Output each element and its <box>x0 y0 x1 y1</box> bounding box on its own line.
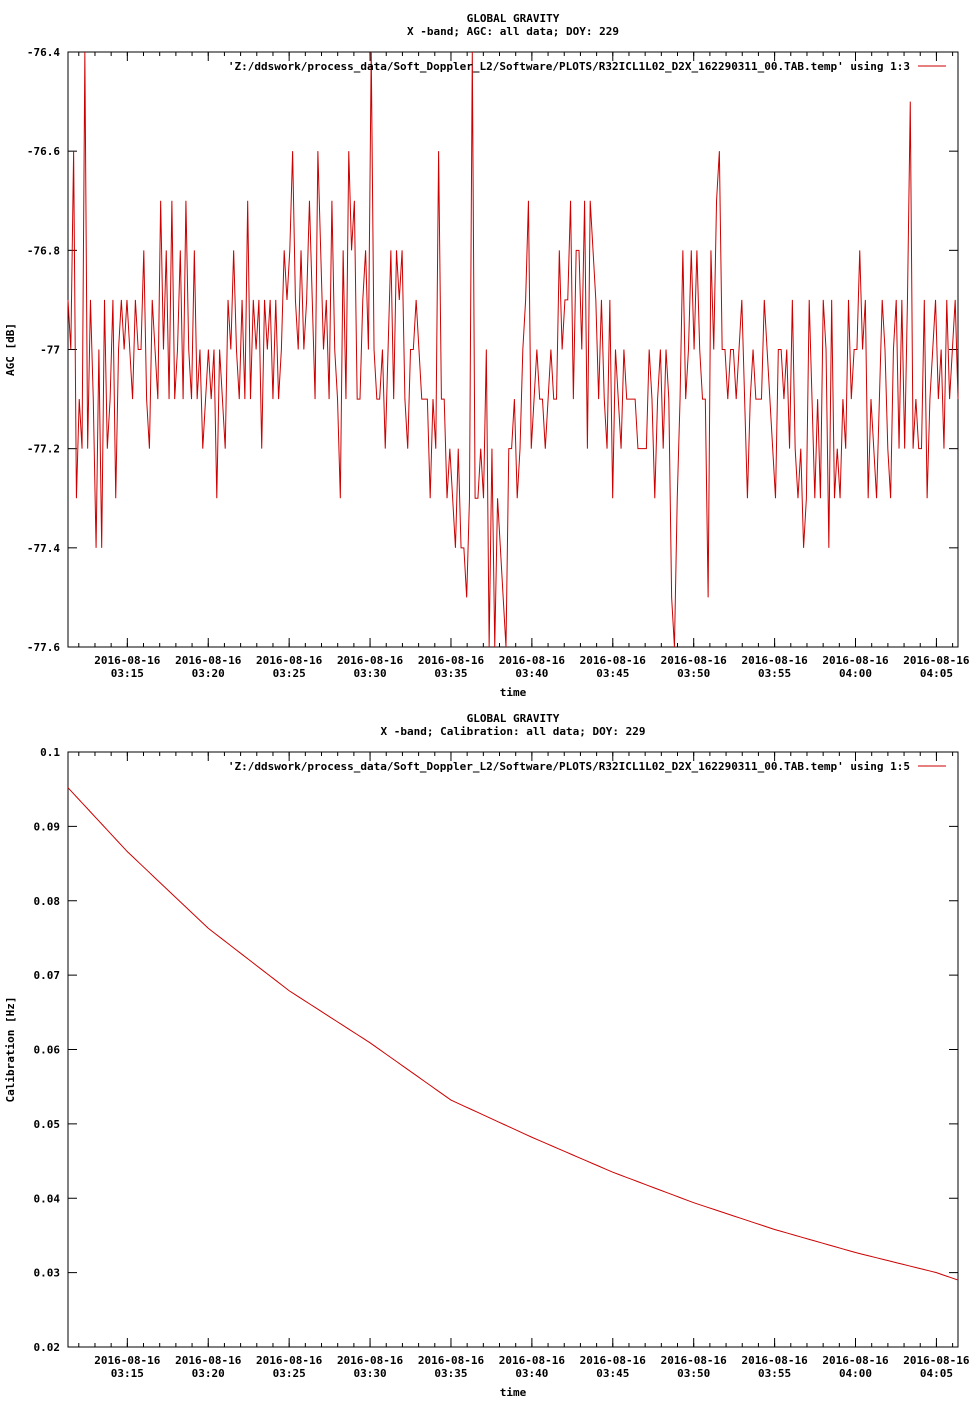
x-tick-time-label: 03:45 <box>596 667 629 680</box>
y-tick-label: 0.02 <box>34 1341 61 1354</box>
x-tick-date-label: 2016-08-16 <box>175 1354 242 1367</box>
y-tick-label: 0.1 <box>40 746 60 759</box>
x-tick-date-label: 2016-08-16 <box>337 654 404 667</box>
x-tick-date-label: 2016-08-16 <box>822 1354 889 1367</box>
plot-frame <box>67 751 959 1348</box>
y-tick-label: -77.2 <box>27 443 60 456</box>
x-tick-date-label: 2016-08-16 <box>418 654 485 667</box>
x-tick-date-label: 2016-08-16 <box>94 1354 161 1367</box>
legend-label: 'Z:/ddswork/process_data/Soft_Doppler_L2… <box>228 760 910 773</box>
y-axis-label: AGC [dB] <box>4 323 17 376</box>
y-tick-label: -76.6 <box>27 145 60 158</box>
x-tick-date-label: 2016-08-16 <box>418 1354 485 1367</box>
y-tick-label: 0.09 <box>34 820 61 833</box>
x-tick-time-label: 03:30 <box>353 667 386 680</box>
x-tick-date-label: 2016-08-16 <box>256 1354 323 1367</box>
x-tick-time-label: 03:40 <box>515 667 548 680</box>
x-tick-time-label: 03:20 <box>192 667 225 680</box>
x-tick-time-label: 03:45 <box>596 1367 629 1380</box>
x-tick-time-label: 03:35 <box>434 1367 467 1380</box>
x-tick-time-label: 04:00 <box>839 1367 872 1380</box>
x-tick-date-label: 2016-08-16 <box>661 654 728 667</box>
y-tick-label: 0.08 <box>34 895 61 908</box>
chart-title: GLOBAL GRAVITY <box>467 12 560 25</box>
x-tick-date-label: 2016-08-16 <box>499 654 566 667</box>
x-tick-time-label: 03:35 <box>434 667 467 680</box>
x-tick-date-label: 2016-08-16 <box>337 1354 404 1367</box>
x-tick-time-label: 03:15 <box>111 1367 144 1380</box>
x-tick-time-label: 04:05 <box>920 1367 953 1380</box>
x-tick-time-label: 03:55 <box>758 667 791 680</box>
chart-title: GLOBAL GRAVITY <box>467 712 560 725</box>
x-tick-date-label: 2016-08-16 <box>903 654 970 667</box>
x-tick-time-label: 04:05 <box>920 667 953 680</box>
x-tick-date-label: 2016-08-16 <box>580 1354 647 1367</box>
y-tick-label: 0.07 <box>34 969 61 982</box>
y-tick-label: 0.03 <box>34 1267 61 1280</box>
chart-subtitle: X -band; Calibration: all data; DOY: 229 <box>381 725 646 738</box>
series-line <box>67 787 959 1281</box>
x-tick-date-label: 2016-08-16 <box>94 654 161 667</box>
x-tick-date-label: 2016-08-16 <box>903 1354 970 1367</box>
x-axis-label: time <box>500 686 527 699</box>
x-tick-date-label: 2016-08-16 <box>256 654 323 667</box>
y-tick-label: -77 <box>40 344 60 357</box>
y-tick-label: 0.04 <box>34 1192 61 1205</box>
x-tick-date-label: 2016-08-16 <box>822 654 889 667</box>
series-line <box>67 51 959 648</box>
x-tick-time-label: 03:55 <box>758 1367 791 1380</box>
x-axis-label: time <box>500 1386 527 1399</box>
y-tick-label: 0.05 <box>34 1118 61 1131</box>
plot-frame <box>67 51 959 648</box>
x-tick-date-label: 2016-08-16 <box>580 654 647 667</box>
x-tick-date-label: 2016-08-16 <box>741 1354 808 1367</box>
x-tick-time-label: 03:25 <box>273 667 306 680</box>
x-tick-date-label: 2016-08-16 <box>175 654 242 667</box>
chart-subtitle: X -band; AGC: all data; DOY: 229 <box>407 25 619 38</box>
x-tick-time-label: 03:50 <box>677 1367 710 1380</box>
x-tick-time-label: 03:15 <box>111 667 144 680</box>
x-tick-time-label: 03:20 <box>192 1367 225 1380</box>
y-tick-label: -76.4 <box>27 46 60 59</box>
x-tick-time-label: 03:25 <box>273 1367 306 1380</box>
x-tick-time-label: 03:40 <box>515 1367 548 1380</box>
x-tick-time-label: 04:00 <box>839 667 872 680</box>
x-tick-date-label: 2016-08-16 <box>661 1354 728 1367</box>
y-axis-label: Calibration [Hz] <box>4 997 17 1103</box>
y-tick-label: -77.4 <box>27 542 60 555</box>
y-tick-label: -77.6 <box>27 641 60 654</box>
x-tick-date-label: 2016-08-16 <box>499 1354 566 1367</box>
x-tick-time-label: 03:30 <box>353 1367 386 1380</box>
legend-label: 'Z:/ddswork/process_data/Soft_Doppler_L2… <box>228 60 910 73</box>
y-tick-label: 0.06 <box>34 1044 61 1057</box>
y-tick-label: -76.8 <box>27 244 60 257</box>
x-tick-date-label: 2016-08-16 <box>741 654 808 667</box>
x-tick-time-label: 03:50 <box>677 667 710 680</box>
